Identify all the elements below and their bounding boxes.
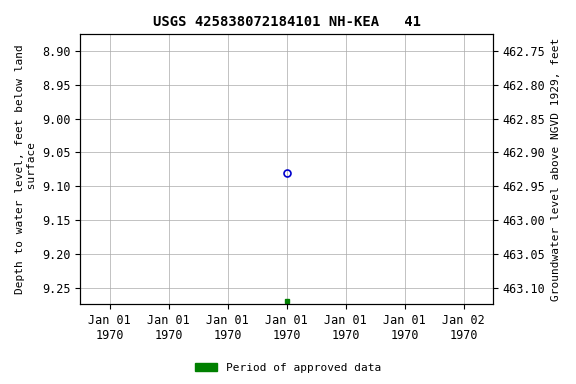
Y-axis label: Groundwater level above NGVD 1929, feet: Groundwater level above NGVD 1929, feet [551, 38, 561, 301]
Title: USGS 425838072184101 NH-KEA   41: USGS 425838072184101 NH-KEA 41 [153, 15, 420, 29]
Legend: Period of approved data: Period of approved data [191, 359, 385, 378]
Y-axis label: Depth to water level, feet below land
 surface: Depth to water level, feet below land su… [15, 45, 37, 294]
